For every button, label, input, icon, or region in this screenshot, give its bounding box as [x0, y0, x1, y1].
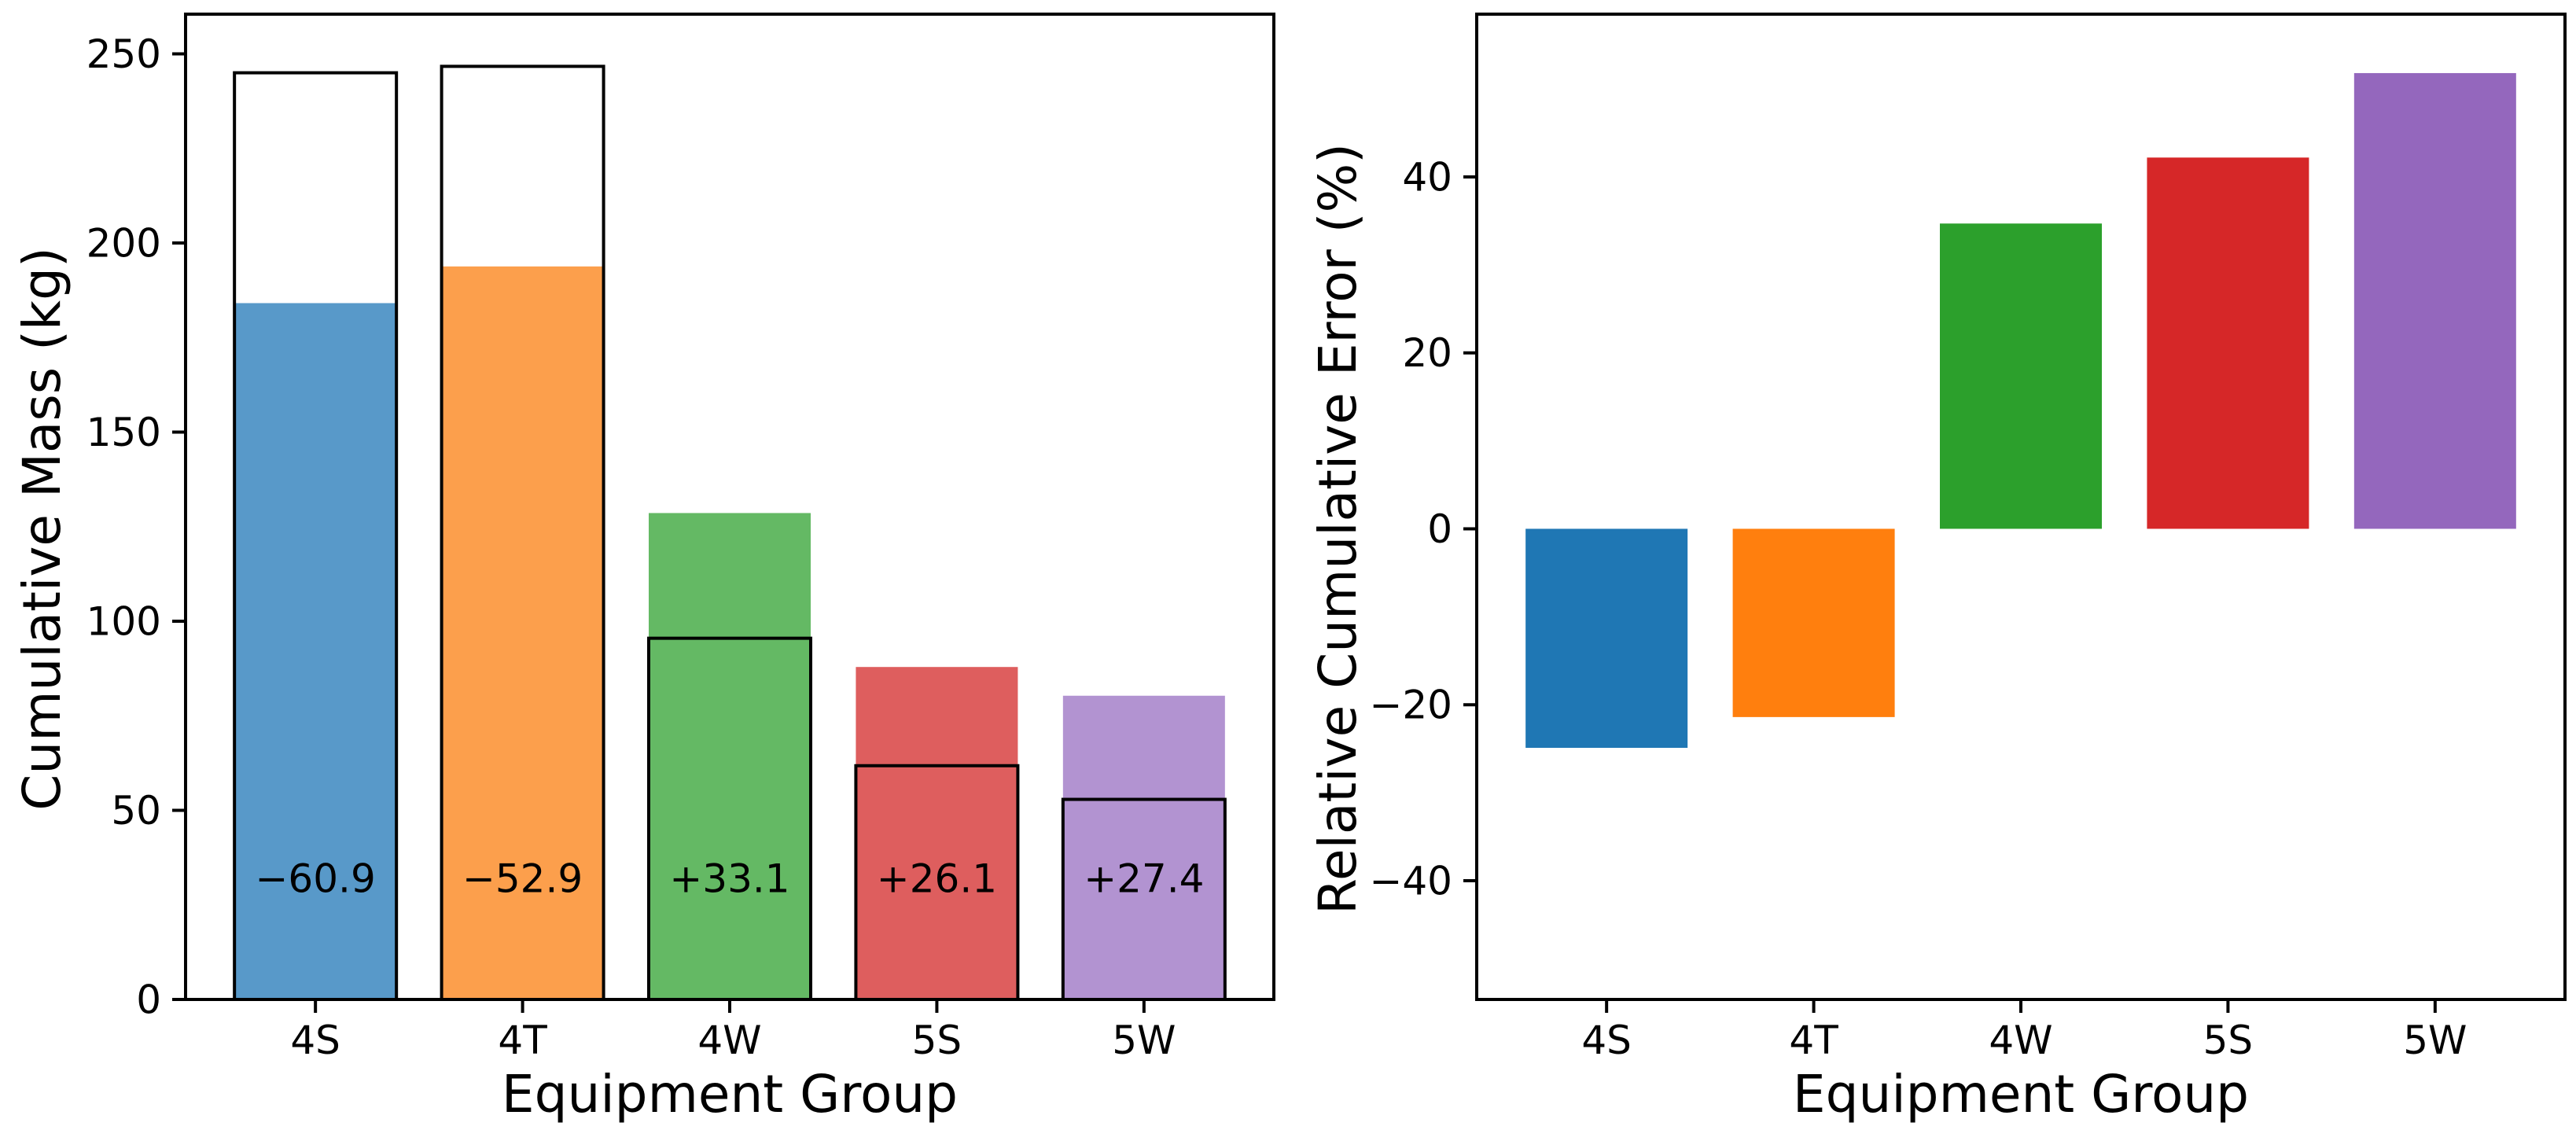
- y-tick-label-cumulative-mass: 250: [86, 31, 161, 77]
- bar-relative-error-4T: [1732, 528, 1895, 717]
- x-tick-label-4T: 4T: [1789, 1018, 1838, 1063]
- y-tick-label-relative-cumulative-error: 20: [1402, 330, 1452, 376]
- bar-filled-estimate-5S: [856, 667, 1018, 999]
- x-tick-label-5W: 5W: [2403, 1018, 2467, 1063]
- bar-filled-estimate-5W: [1062, 695, 1225, 999]
- bar-filled-estimate-4S: [234, 303, 397, 999]
- x-tick-label-4W: 4W: [1989, 1018, 2052, 1063]
- bar-annotation-4S: −60.9: [256, 856, 376, 902]
- y-axis-label-cumulative-mass: Cumulative Mass (kg): [12, 247, 72, 810]
- x-tick-label-5W: 5W: [1112, 1018, 1176, 1063]
- x-axis-label-cumulative-mass: Equipment Group: [502, 1064, 958, 1124]
- chart-cumulative-mass: −60.9 −52.9 +33.1 +26.1 +27.4 0 50 100 150 200 250…: [12, 13, 1275, 1124]
- y-tick-label-cumulative-mass: 0: [136, 977, 161, 1023]
- bar-annotation-5S: +26.1: [877, 856, 997, 902]
- y-tick-label-relative-cumulative-error: −40: [1369, 858, 1452, 904]
- y-tick-label-cumulative-mass: 50: [111, 788, 161, 834]
- bar-relative-error-4S: [1525, 528, 1688, 749]
- y-axis-label-relative-cumulative-error: Relative Cumulative Error (%): [1308, 143, 1368, 915]
- chart-relative-cumulative-error: −40 −20 0 20 40 4S 4T 4W 5S 5W Equipment Group Rela…: [1308, 13, 2567, 1124]
- x-tick-label-4S: 4S: [1581, 1018, 1632, 1063]
- bar-filled-estimate-4W: [649, 513, 811, 999]
- y-tick-label-cumulative-mass: 100: [86, 599, 161, 645]
- y-tick-label-cumulative-mass: 200: [86, 221, 161, 267]
- x-axis-label-relative-cumulative-error: Equipment Group: [1793, 1064, 2249, 1124]
- x-tick-label-4S: 4S: [290, 1018, 340, 1063]
- x-tick-label-4W: 4W: [697, 1018, 761, 1063]
- x-tick-label-4T: 4T: [498, 1018, 547, 1063]
- y-tick-label-relative-cumulative-error: 0: [1427, 506, 1452, 552]
- bar-annotation-5W: +27.4: [1084, 856, 1204, 902]
- x-tick-label-5S: 5S: [2203, 1018, 2254, 1063]
- bar-relative-error-5W: [2353, 72, 2516, 529]
- y-tick-label-cumulative-mass: 150: [86, 410, 161, 455]
- bar-annotation-4T: −52.9: [462, 856, 583, 902]
- bar-annotation-4W: +33.1: [669, 856, 789, 902]
- y-tick-label-relative-cumulative-error: 40: [1402, 154, 1452, 200]
- y-tick-label-relative-cumulative-error: −20: [1369, 683, 1452, 728]
- x-tick-label-5S: 5S: [912, 1018, 962, 1063]
- bar-relative-error-4W: [1940, 223, 2102, 529]
- bar-filled-estimate-4T: [441, 266, 604, 1000]
- bar-relative-error-5S: [2147, 157, 2309, 529]
